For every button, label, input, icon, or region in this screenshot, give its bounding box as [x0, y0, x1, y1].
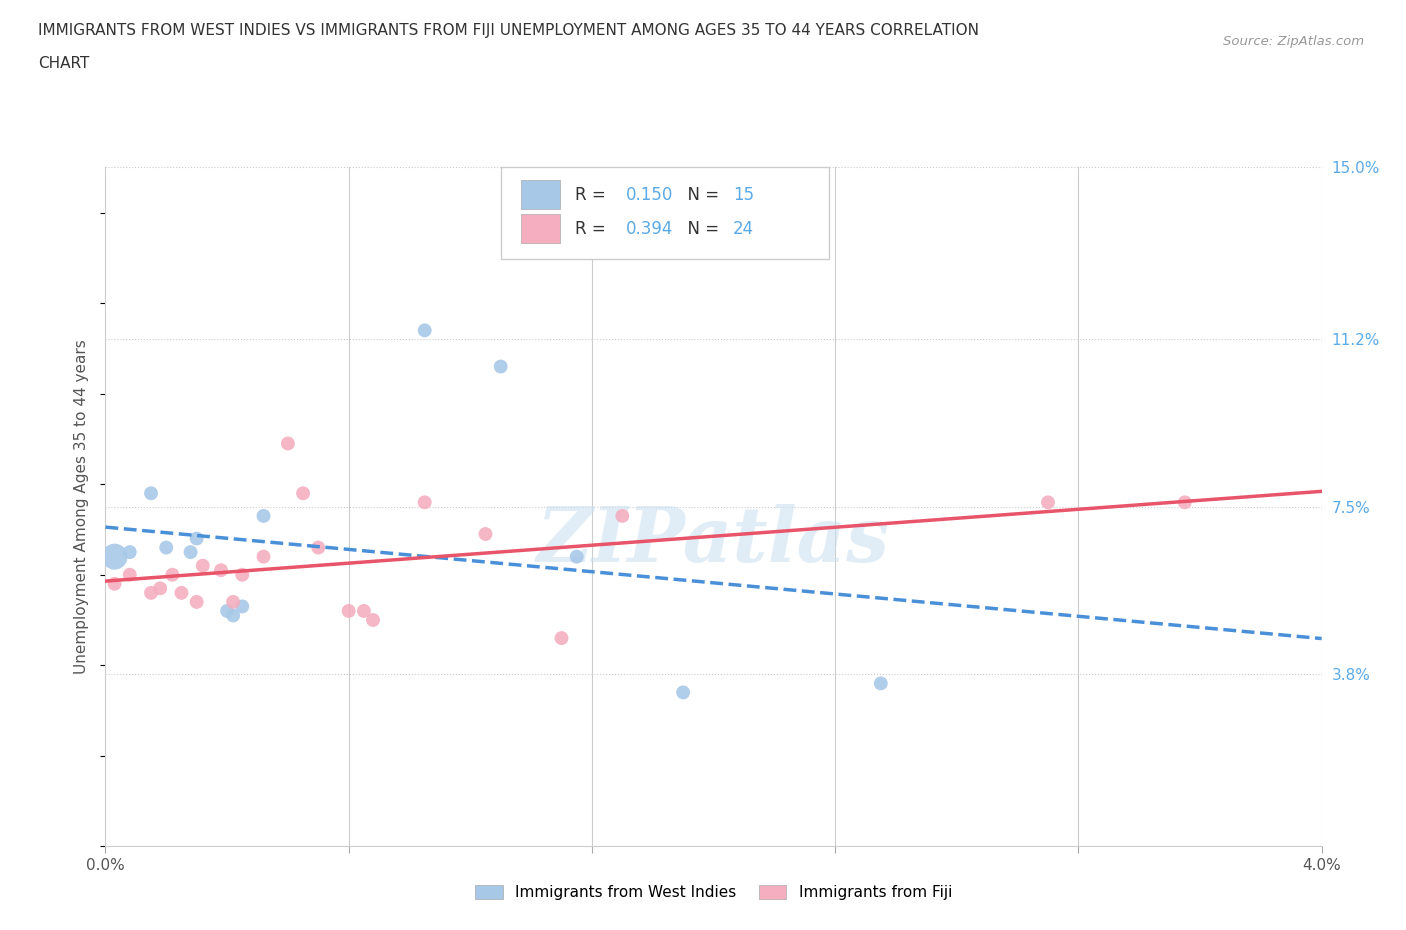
FancyBboxPatch shape: [522, 179, 561, 209]
Point: [222, 608, 245, 623]
Point: [155, 540, 177, 555]
Point: [252, 509, 274, 524]
Point: [413, 323, 436, 338]
Point: [1174, 495, 1197, 510]
FancyBboxPatch shape: [522, 214, 561, 244]
Point: [231, 599, 253, 614]
Point: [209, 563, 232, 578]
Text: N =: N =: [678, 186, 724, 204]
Point: [489, 359, 512, 374]
Point: [217, 604, 239, 618]
Point: [186, 531, 208, 546]
Point: [869, 676, 891, 691]
Point: [222, 594, 245, 609]
Point: [353, 604, 375, 618]
Text: R =: R =: [575, 186, 610, 204]
Point: [103, 550, 125, 565]
Point: [162, 567, 184, 582]
Point: [191, 558, 214, 573]
Point: [231, 567, 253, 582]
Text: R =: R =: [575, 219, 610, 237]
Text: N =: N =: [678, 219, 724, 237]
Point: [277, 436, 299, 451]
Text: ZIPatlas: ZIPatlas: [537, 504, 890, 578]
Text: IMMIGRANTS FROM WEST INDIES VS IMMIGRANTS FROM FIJI UNEMPLOYMENT AMONG AGES 35 T: IMMIGRANTS FROM WEST INDIES VS IMMIGRANT…: [38, 23, 979, 38]
Point: [186, 594, 208, 609]
Point: [474, 526, 496, 541]
Point: [672, 685, 695, 700]
Point: [1036, 495, 1059, 510]
Point: [337, 604, 360, 618]
Point: [139, 485, 162, 500]
Point: [413, 495, 436, 510]
Point: [361, 613, 384, 628]
Text: 0.394: 0.394: [626, 219, 673, 237]
Point: [180, 545, 202, 560]
Point: [252, 550, 274, 565]
FancyBboxPatch shape: [501, 167, 830, 259]
Point: [149, 581, 172, 596]
Point: [118, 567, 141, 582]
Point: [612, 509, 634, 524]
Point: [292, 485, 315, 500]
Point: [307, 540, 329, 555]
Point: [565, 550, 588, 565]
Point: [118, 545, 141, 560]
Text: Source: ZipAtlas.com: Source: ZipAtlas.com: [1223, 35, 1364, 48]
Point: [550, 631, 572, 645]
Text: 0.150: 0.150: [626, 186, 673, 204]
Y-axis label: Unemployment Among Ages 35 to 44 years: Unemployment Among Ages 35 to 44 years: [75, 339, 90, 674]
Legend: Immigrants from West Indies, Immigrants from Fiji: Immigrants from West Indies, Immigrants …: [470, 879, 957, 907]
Text: CHART: CHART: [38, 56, 90, 71]
Point: [170, 585, 193, 600]
Point: [139, 585, 162, 600]
Text: 24: 24: [733, 219, 754, 237]
Text: 15: 15: [733, 186, 754, 204]
Point: [103, 577, 125, 591]
